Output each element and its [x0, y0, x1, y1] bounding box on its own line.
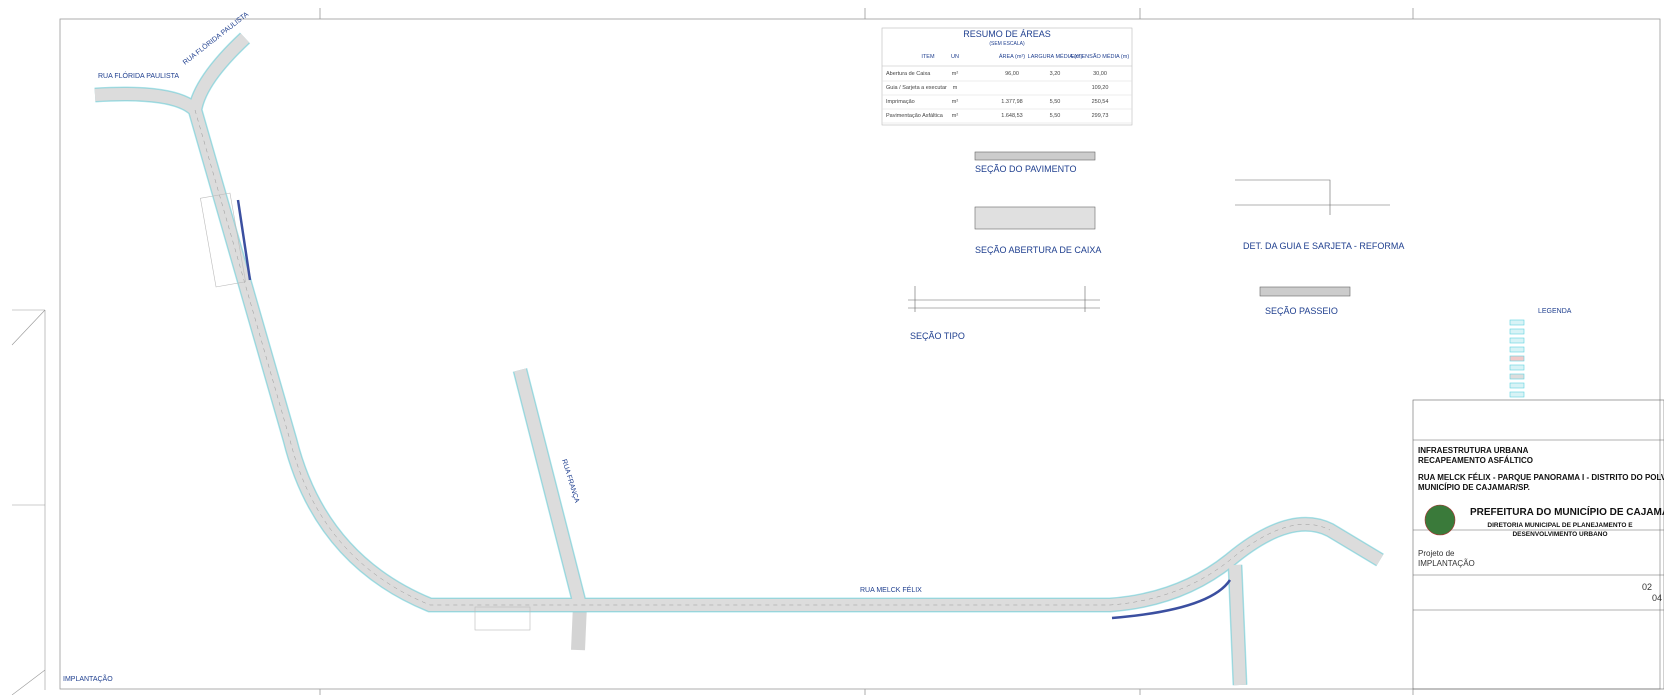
table-cell: 1.648,53 — [1001, 113, 1022, 119]
dept: DESENVOLVIMENTO URBANO — [1512, 531, 1607, 538]
table-subtitle: (SEM ESCALA) — [989, 41, 1025, 47]
table-header: UN — [951, 54, 959, 60]
table-cell: 3,20 — [1050, 71, 1061, 77]
org: PREFEITURA DO MUNICÍPIO DE CAJAMAR — [1470, 505, 1664, 518]
section-title: SEÇÃO PASSEIO — [1265, 306, 1338, 316]
street-label: RUA FLÓRIDA PAULISTA — [98, 71, 179, 80]
street-label: RUA MELCK FÉLIX — [860, 585, 922, 594]
table-cell: m² — [952, 71, 959, 77]
table-header: ITEM — [921, 54, 935, 60]
table-cell: 96,00 — [1005, 71, 1019, 77]
section-title: SEÇÃO ABERTURA DE CAIXA — [975, 245, 1101, 255]
table-cell: Pavimentação Asfáltica — [886, 113, 944, 119]
table-cell: 1.377,98 — [1001, 99, 1022, 105]
table-cell: m² — [952, 113, 959, 119]
title-block — [1412, 399, 1664, 690]
table-header: ÁREA (m²) — [999, 53, 1025, 60]
dept: DIRETORIA MUNICIPAL DE PLANEJAMENTO E — [1487, 522, 1633, 529]
table-cell: 30,00 — [1093, 71, 1107, 77]
road — [94, 32, 1384, 686]
table-cell: m — [953, 85, 958, 91]
legend-title: LEGENDA — [1538, 308, 1572, 315]
table-cell: 5,50 — [1050, 99, 1061, 105]
sheet-number: 02 — [1642, 582, 1652, 592]
title-line: RECAPEAMENTO ASFÁLTICO — [1418, 456, 1533, 465]
sheet-border — [59, 18, 1661, 690]
table-cell: 5,50 — [1050, 113, 1061, 119]
title-line: INFRAESTRUTURA URBANA — [1418, 446, 1529, 455]
section-title: SEÇÃO DO PAVIMENTO — [975, 164, 1077, 174]
table-cell: Abertura de Caixa — [886, 71, 931, 77]
table-title: RESUMO DE ÁREAS — [963, 29, 1051, 39]
subject: Projeto de — [1418, 549, 1455, 558]
title-line: RUA MELCK FÉLIX - PARQUE PANORAMA I - DI… — [1418, 473, 1664, 482]
table-cell: 109,20 — [1092, 85, 1109, 91]
plan-label: IMPLANTAÇÃO — [63, 674, 113, 683]
subject: IMPLANTAÇÃO — [1418, 559, 1475, 568]
table-cell: m² — [952, 99, 959, 105]
table-cell: 250,54 — [1092, 99, 1109, 105]
title-line: MUNICÍPIO DE CAJAMAR/SP. — [1418, 483, 1530, 492]
table-cell: 299,73 — [1092, 113, 1109, 119]
areas-table: RESUMO DE ÁREAS (SEM ESCALA) ITEM UN ÁREA … — [881, 27, 1133, 126]
sheet-total: 04 — [1652, 593, 1662, 603]
table-cell: Guia / Sarjeta a executar — [886, 85, 947, 91]
table-header: LARGURA MÉDIA (m) — [1028, 53, 1083, 60]
table-header: EXTENSÃO MÉDIA (m) — [1071, 53, 1130, 60]
section-title: SEÇÃO TIPO — [910, 331, 965, 341]
section-title: DET. DA GUIA E SARJETA - REFORMA — [1243, 241, 1404, 251]
section-drawings — [908, 151, 1390, 312]
table-cell: Imprimação — [886, 99, 915, 105]
